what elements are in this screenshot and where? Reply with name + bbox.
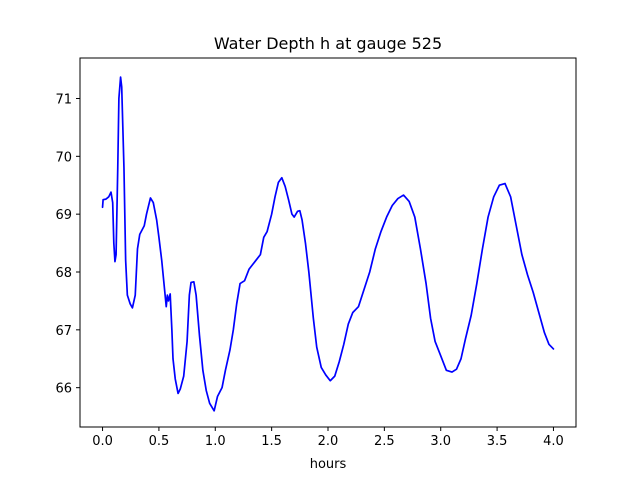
y-tick-label: 68 [55, 266, 72, 281]
x-tick-label: 2.0 [318, 434, 339, 449]
chart-title: Water Depth h at gauge 525 [214, 34, 442, 53]
y-tick-label: 66 [55, 382, 72, 397]
x-tick-label: 0.5 [149, 434, 170, 449]
y-tick-label: 69 [55, 208, 72, 223]
x-tick-label: 3.5 [487, 434, 508, 449]
series-line-1 [101, 76, 555, 412]
x-axis-label: hours [310, 457, 347, 472]
axis-ticks: 0.0 0.5 1.0 1.5 2.0 2.5 3.0 3.5 4.0 66 67 68 69 70 71 [55, 92, 563, 449]
y-tick-label: 70 [55, 150, 72, 165]
x-tick-label: 1.0 [205, 434, 226, 449]
x-tick-label: 2.5 [374, 434, 395, 449]
y-tick-label: 67 [55, 324, 72, 339]
x-tick-label: 3.0 [430, 434, 451, 449]
x-tick-label: 1.5 [261, 434, 282, 449]
y-tick-label: 71 [55, 92, 72, 107]
x-tick-label: 0.0 [92, 434, 113, 449]
x-tick-label: 4.0 [543, 434, 564, 449]
